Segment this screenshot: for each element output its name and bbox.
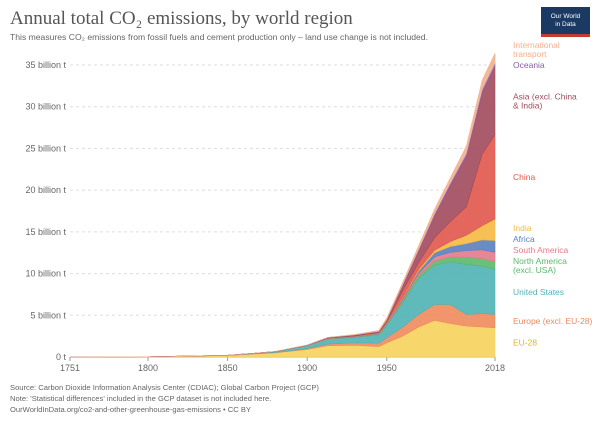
legend-label-africa: Africa xyxy=(513,234,535,244)
legend-label-line: (excl. USA) xyxy=(513,265,556,275)
legend-label-united-states: United States xyxy=(513,287,564,297)
x-tick-label: 1751 xyxy=(60,363,80,373)
legend-label-line: South America xyxy=(513,245,569,255)
legend-label-line: Europe (excl. EU-28) xyxy=(513,316,593,326)
y-tick-label: 20 billion t xyxy=(25,185,66,195)
legend-label-eu-28: EU-28 xyxy=(513,337,537,347)
source-note: Source: Carbon Dioxide Information Analy… xyxy=(10,383,319,392)
legend-label-india: India xyxy=(513,223,532,233)
legend-label-line: International xyxy=(513,40,560,50)
legend-label-line: Oceania xyxy=(513,60,545,70)
legend-label-europe-excl-eu-28: Europe (excl. EU-28) xyxy=(513,316,593,326)
legend-label-line: & India) xyxy=(513,100,542,110)
source-url[interactable]: OurWorldInData.org/co2-and-other-greenho… xyxy=(10,405,251,414)
area-international-transport xyxy=(69,53,496,358)
legend-label-line: China xyxy=(513,172,535,182)
y-tick-label: 35 billion t xyxy=(25,60,66,70)
x-tick-label: 1900 xyxy=(297,363,317,373)
legend-label-oceania: Oceania xyxy=(513,60,545,70)
legend-label-asia-excl-china-india: Asia (excl. China & India) xyxy=(513,91,577,110)
chart-title: Annual total CO₂ emissions, by world reg… xyxy=(10,8,353,29)
legend-label-international-transport: International transport xyxy=(513,40,560,59)
legend-label-line: EU-28 xyxy=(513,337,537,347)
y-tick-label: 30 billion t xyxy=(25,102,66,112)
legend-label-line: transport xyxy=(513,49,547,59)
chart-subtitle: This measures CO₂ emissions from fossil … xyxy=(10,32,428,42)
statistical-note: Note: 'Statistical differences' included… xyxy=(10,394,272,403)
legend-label-line: Asia (excl. China xyxy=(513,91,577,101)
y-tick-label: 10 billion t xyxy=(25,269,66,279)
owid-logo[interactable]: Our World in Data xyxy=(541,7,590,37)
legend-label-china: China xyxy=(513,172,535,182)
x-tick-label: 2018 xyxy=(485,363,505,373)
legend-label-north-america-excl-usa: North America (excl. USA) xyxy=(513,256,567,275)
legend-label-line: United States xyxy=(513,287,564,297)
legend-label-line: Africa xyxy=(513,234,535,244)
y-tick-label: 5 billion t xyxy=(30,310,66,320)
logo-line-1: Our World xyxy=(550,13,581,20)
legend-label-line: India xyxy=(513,223,532,233)
legend-label-line: North America xyxy=(513,256,567,266)
y-tick-label: 25 billion t xyxy=(25,143,66,153)
y-tick-label: 0 t xyxy=(56,352,67,362)
legend-label-south-america: South America xyxy=(513,245,569,255)
logo-line-2: in Data xyxy=(555,21,576,28)
x-tick-label: 1800 xyxy=(138,363,158,373)
x-tick-label: 1850 xyxy=(218,363,238,373)
y-tick-label: 15 billion t xyxy=(25,227,66,237)
x-tick-label: 1950 xyxy=(377,363,397,373)
